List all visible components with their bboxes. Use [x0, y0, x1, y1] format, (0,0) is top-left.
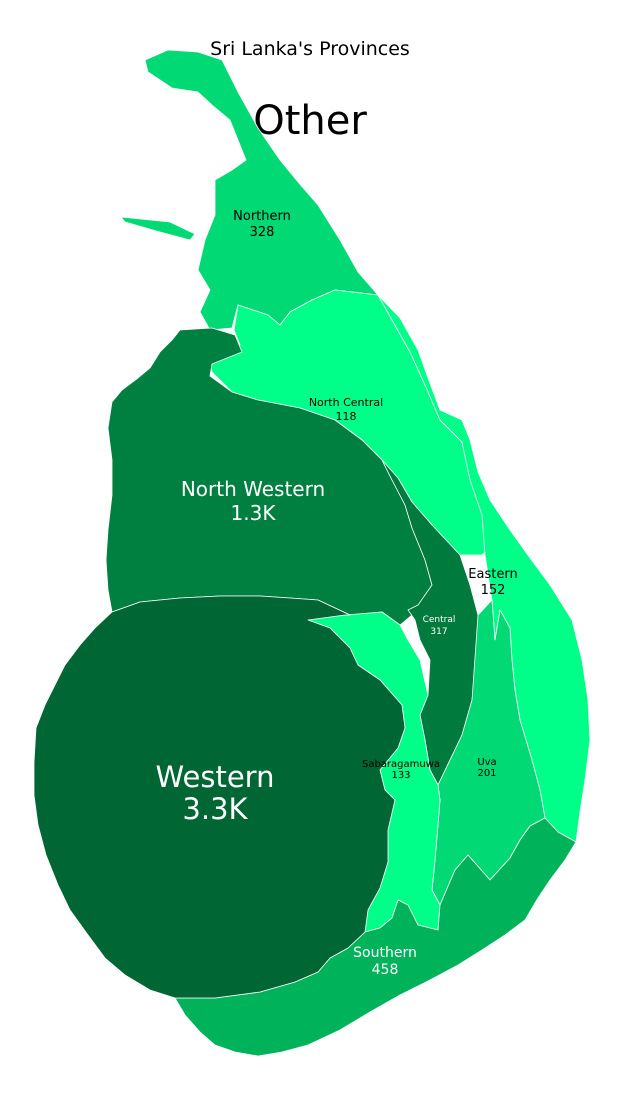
- region-western[interactable]: [33, 595, 406, 999]
- label-sabaragamuwa-name: Sabaragamuwa: [362, 759, 440, 770]
- label-eastern-value: 152: [481, 583, 506, 598]
- label-north-central-value: 118: [336, 410, 357, 423]
- label-northern-value: 328: [250, 225, 275, 240]
- label-northern-name: Northern: [233, 209, 291, 224]
- region-north-central[interactable]: [209, 289, 493, 556]
- region-northern[interactable]: [120, 49, 379, 331]
- label-north-central-name: North Central: [309, 396, 383, 409]
- label-western-value: 3.3K: [182, 792, 248, 826]
- map-subtitle: Other: [253, 98, 367, 144]
- label-north-western-name: North Western: [181, 477, 325, 501]
- label-sabaragamuwa-value: 133: [391, 770, 410, 781]
- label-uva-name: Uva: [477, 757, 496, 768]
- label-central-name: Central: [423, 615, 456, 625]
- label-southern-value: 458: [372, 962, 399, 978]
- label-central-value: 317: [430, 627, 447, 637]
- label-north-western-value: 1.3K: [231, 501, 277, 525]
- label-southern-name: Southern: [353, 945, 417, 961]
- label-uva-value: 201: [477, 768, 496, 779]
- label-eastern-name: Eastern: [468, 567, 517, 582]
- label-western-name: Western: [156, 760, 275, 794]
- map-title: Sri Lanka's Provinces: [210, 38, 410, 60]
